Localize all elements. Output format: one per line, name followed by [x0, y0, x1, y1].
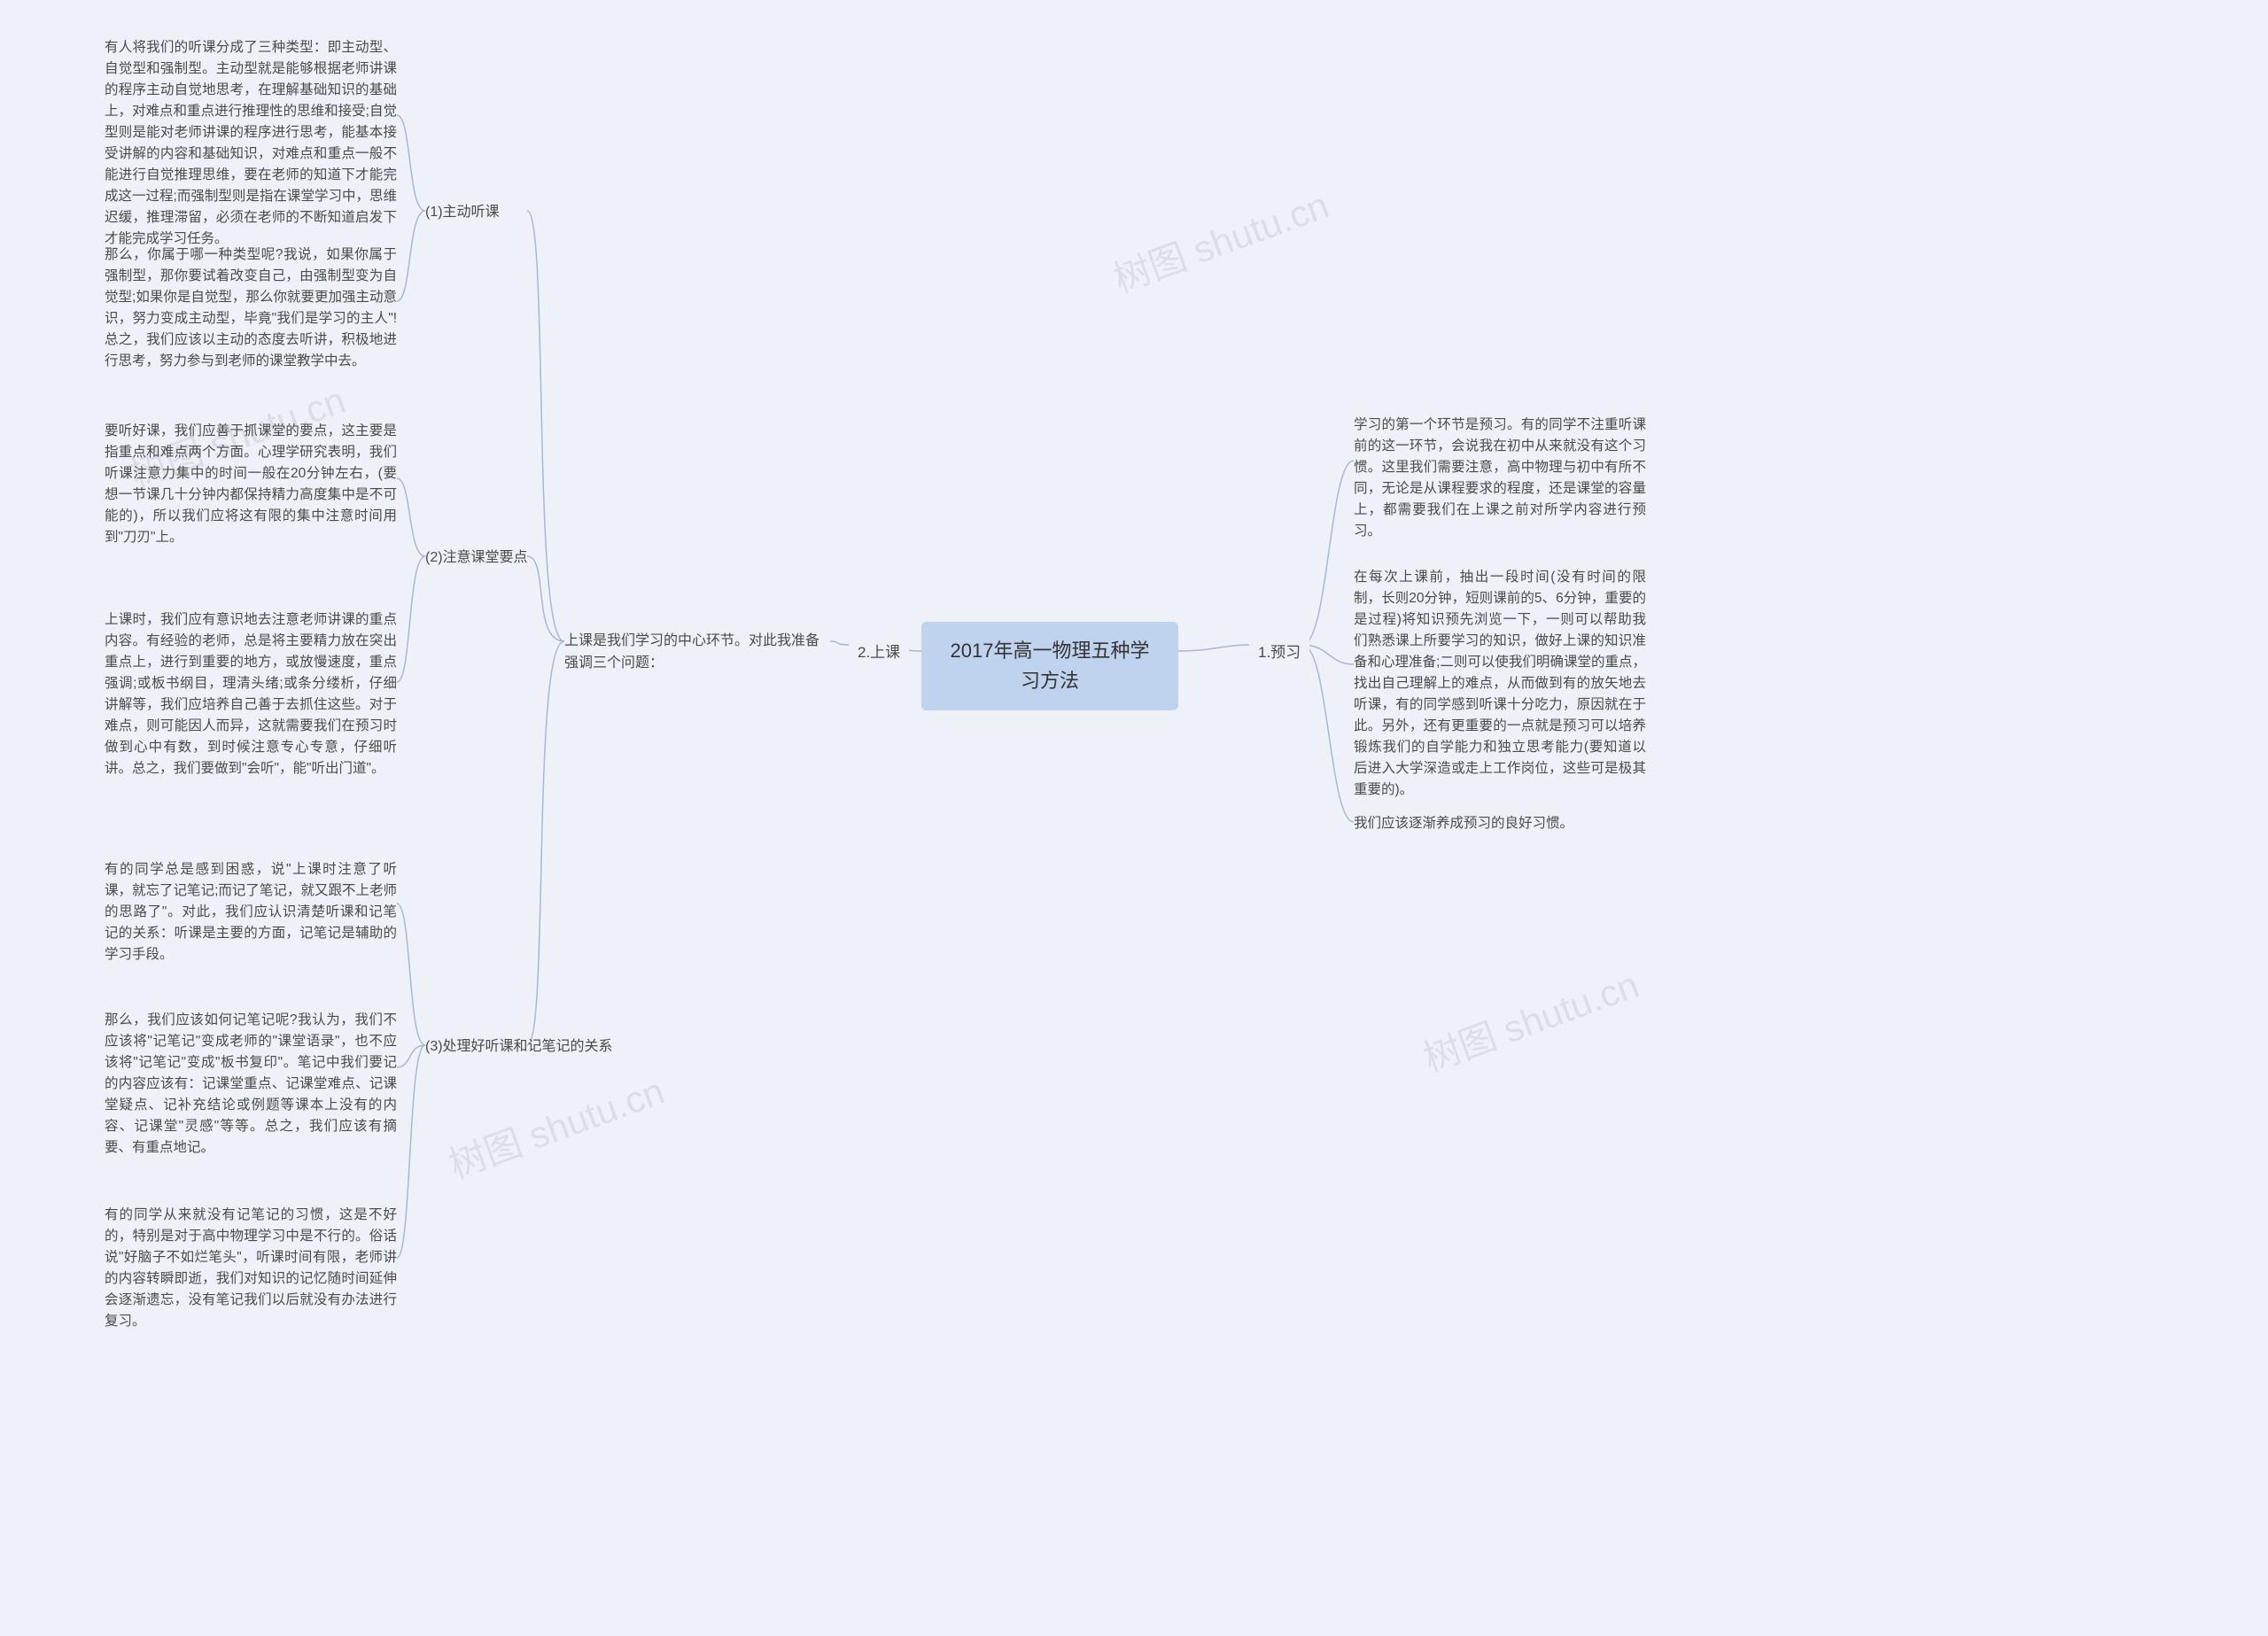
branch-class: 2.上课: [849, 636, 909, 670]
preview-leaf-3: 我们应该逐渐养成预习的良好习惯。: [1354, 813, 1646, 834]
sub2-leaf-2: 上课时，我们应有意识地去注意老师讲课的重点内容。有经验的老师，总是将主要精力放在…: [105, 609, 397, 779]
sub2-leaf-1: 要听好课，我们应善于抓课堂的要点，这主要是指重点和难点两个方面。心理学研究表明，…: [105, 421, 397, 548]
preview-leaf-2: 在每次上课前，抽出一段时间(没有时间的限制，长则20分钟，短则课前的5、6分钟，…: [1354, 567, 1646, 801]
sub3-leaf-3: 有的同学从来就没有记笔记的习惯，这是不好的，特别是对于高中物理学习中是不行的。俗…: [105, 1205, 397, 1332]
sub3-leaf-2: 那么，我们应该如何记笔记呢?我认为，我们不应该将"记笔记"变成老师的"课堂语录"…: [105, 1010, 397, 1159]
watermark: 树图 shutu.cn: [1105, 175, 1335, 303]
preview-leaf-1: 学习的第一个环节是预习。有的同学不注重听课前的这一环节，会说我在初中从来就没有这…: [1354, 415, 1646, 542]
sub1-leaf-2: 那么，你属于哪一种类型呢?我说，如果你属于强制型，那你要试着改变自己，由强制型变…: [105, 244, 397, 372]
sub-notes: (3)处理好听课和记笔记的关系: [425, 1036, 613, 1058]
center-title: 2017年高一物理五种学习方法: [921, 622, 1178, 710]
branch-preview: 1.预习: [1249, 636, 1309, 670]
sub-keypoints: (2)注意课堂要点: [425, 547, 528, 570]
sub-active-listening: (1)主动听课: [425, 202, 500, 224]
watermark: 树图 shutu.cn: [1415, 955, 1645, 1082]
watermark: 树图 shutu.cn: [440, 1061, 671, 1189]
sub3-leaf-1: 有的同学总是感到困惑，说"上课时注意了听课，就忘了记笔记;而记了笔记，就又跟不上…: [105, 859, 397, 965]
class-intro: 上课是我们学习的中心环节。对此我准备强调三个问题：: [564, 631, 830, 675]
sub1-leaf-1: 有人将我们的听课分成了三种类型：即主动型、自觉型和强制型。主动型就是能够根据老师…: [105, 37, 397, 250]
